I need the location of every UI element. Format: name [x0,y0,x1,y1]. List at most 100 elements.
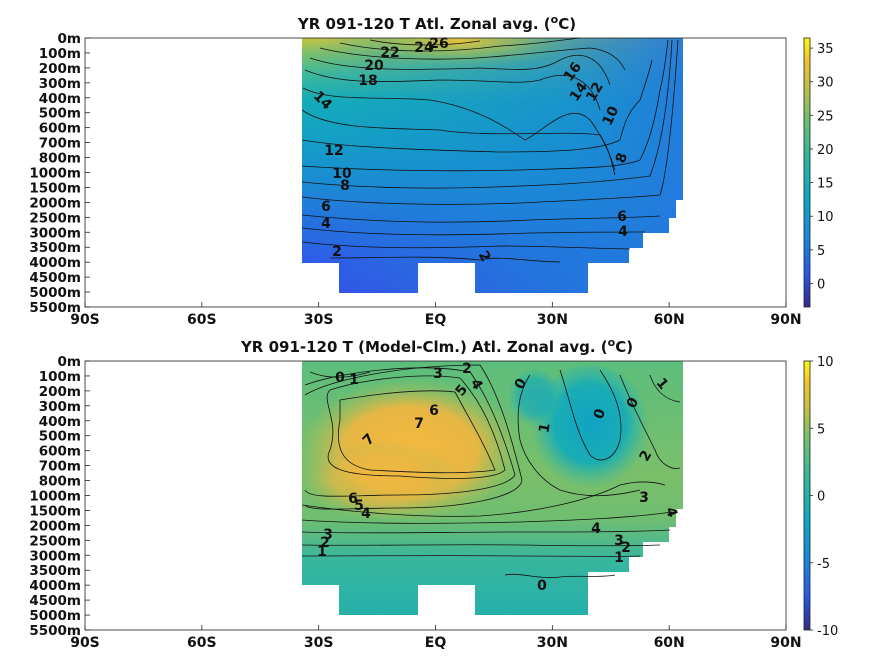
anomaly-label-0: 0 [335,370,345,386]
bottom-colorbar-ticks: 10 5 0 -5 -10 [810,355,838,639]
bottom-y-tick-label: 1500m [29,503,81,519]
top-x-tick-label: 30N [537,312,568,328]
top-y-tick-label: 5000m [29,285,81,301]
top-colorbar-tick-label: 30 [817,76,834,91]
contour-label-6: 6 [617,209,627,225]
bottom-y-tick-label: 700m [39,459,81,475]
top-y-tick-label: 200m [39,61,81,77]
bottom-y-tick-label: 400m [39,414,81,430]
anomaly-label-6: 6 [348,491,358,507]
bottom-panel: YR 091-120 T (Model-Clm.) Atl. Zonal avg… [29,336,838,651]
top-colorbar-ticks: 35 30 25 20 15 10 5 0 [810,42,834,292]
bottom-x-tick-label: 90N [770,635,801,651]
top-x-tick-label: 90N [770,312,801,328]
top-ocean-field [302,38,683,293]
bottom-chart-title: YR 091-120 T (Model-Clm.) Atl. Zonal avg… [240,336,633,356]
top-y-tick-label: 500m [39,106,81,122]
top-colorbar [804,38,810,307]
anomaly-label-3: 3 [639,490,649,506]
bottom-ocean-field [298,361,683,615]
top-colorbar-tick-label: 10 [817,210,834,225]
contour-label-10: 10 [332,166,352,182]
anomaly-label-2: 2 [320,535,330,551]
top-y-tick-label: 3500m [29,240,81,256]
top-x-tick-label: 60S [187,312,217,328]
anomaly-label-4: 4 [361,506,371,522]
bottom-y-tick-label: 3000m [29,548,81,564]
top-colorbar-frame [803,37,811,308]
contour-label-8: 8 [340,178,350,194]
anomaly-label-6: 6 [429,403,439,419]
anomaly-label-5: 5 [354,498,364,514]
anomaly-label-3: 3 [433,366,443,382]
bottom-y-tick-label: 600m [39,444,81,460]
anomaly-label-3: 3 [614,533,624,549]
bottom-y-tick-label: 2000m [29,518,81,534]
bottom-y-tick-label: 200m [39,384,81,400]
anomaly-label-0: 0 [537,578,547,594]
bottom-colorbar-tick-label: 5 [817,422,825,437]
top-y-tick-label: 600m [39,121,81,137]
bottom-colorbar-tick-label: -5 [817,557,830,572]
top-y-tick-label: 2500m [29,210,81,226]
bottom-y-tick-label: 0m [58,354,81,370]
top-y-tick-label: 400m [39,91,81,107]
top-colorbar-tick-label: 5 [817,244,825,259]
anomaly-label-4: 4 [591,521,601,537]
bottom-y-tick-label: 100m [39,369,81,385]
contour-label-20: 20 [364,58,384,74]
bottom-colorbar-tick-label: 10 [817,355,834,370]
top-y-tick-label: 1000m [29,166,81,182]
contour-label-6: 6 [321,199,331,215]
bottom-x-tick-label: 90S [70,635,100,651]
contour-label-2: 2 [332,244,342,260]
bottom-contours [301,364,681,579]
anomaly-label-2: 2 [621,540,631,556]
anomaly-label-1: 1 [349,372,359,388]
anomaly-label-7: 7 [414,416,424,432]
bottom-y-tick-label: 3500m [29,563,81,579]
top-y-tick-label: 100m [39,46,81,62]
top-y-tick-label: 3000m [29,225,81,241]
top-chart-title: YR 091-120 T Atl. Zonal avg. (oC) [297,13,576,33]
top-y-tick-label: 4000m [29,255,81,271]
top-y-tick-label: 2000m [29,195,81,211]
top-colorbar-tick-label: 35 [817,42,834,57]
contour-label-18: 18 [358,73,377,89]
anomaly-label-1: 1 [536,422,553,434]
contour-label-4: 4 [618,224,628,240]
bottom-y-tick-label: 4000m [29,578,81,594]
bottom-y-tick-label: 2500m [29,533,81,549]
contour-label-22: 22 [380,45,399,61]
top-contours [301,37,679,263]
bottom-y-tick-label: 300m [39,399,81,415]
bottom-y-tick-label: 800m [39,474,81,490]
bottom-colorbar [804,361,810,630]
top-panel: YR 091-120 T Atl. Zonal avg. (oC) 2 6 [29,13,833,328]
bottom-x-tick-label: 30N [537,635,568,651]
top-y-tick-label: 300m [39,76,81,92]
bottom-y-tick-label: 5000m [29,608,81,624]
anomaly-label-3: 3 [323,527,333,543]
bottom-colorbar-tick-label: 0 [817,490,825,505]
top-colorbar-tick-label: 25 [817,109,834,124]
top-colorbar-tick-label: 15 [817,177,834,192]
contour-label-4: 4 [321,216,331,232]
bottom-y-tick-label: 1000m [29,489,81,505]
bottom-y-tick-label: 500m [39,429,81,445]
top-x-tick-label: EQ [425,312,447,328]
top-colorbar-tick-label: 20 [817,143,834,158]
bottom-colorbar-tick-label: -10 [817,624,838,639]
anomaly-label-1: 1 [614,550,624,566]
top-x-tick-label: 30S [304,312,334,328]
top-y-tick-label: 0m [58,31,81,47]
bottom-axis-ticks: 90S 60S 30S EQ 30N 60N 90N0m100m200m300m400m50… [29,354,801,651]
contour-label-12: 12 [324,143,343,159]
contour-label-10: 10 [600,104,623,129]
top-y-tick-label: 1500m [29,180,81,196]
top-colorbar-tick-label: 0 [817,277,825,292]
anomaly-label-1: 1 [317,544,327,560]
top-y-tick-label: 5500m [29,300,81,316]
top-x-tick-label: 60N [654,312,685,328]
